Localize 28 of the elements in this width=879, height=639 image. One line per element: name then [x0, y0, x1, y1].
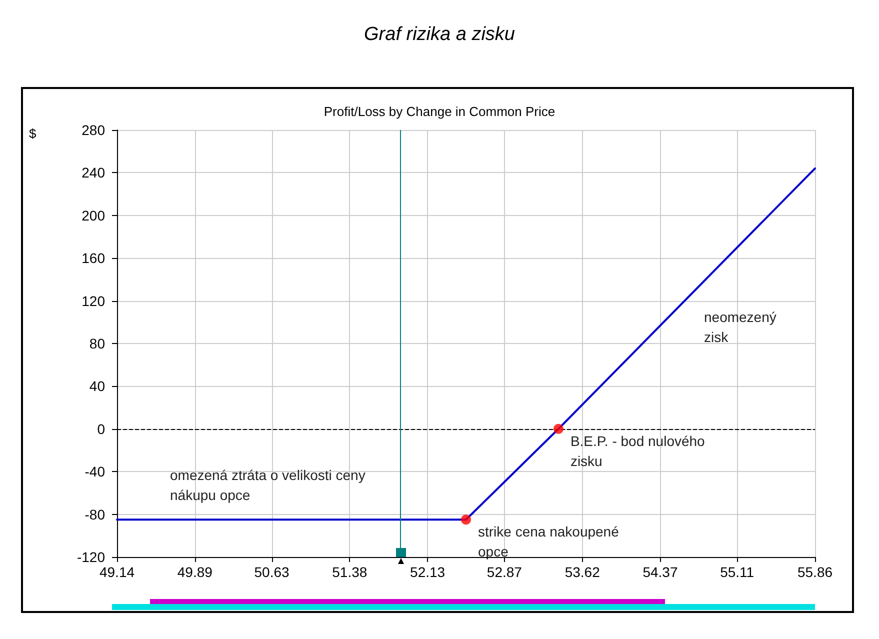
x-tick-label: 49.89: [177, 564, 213, 580]
y-tick-label: 0: [97, 420, 106, 437]
x-tick-label: 50.63: [254, 564, 290, 580]
annotation: B.E.P. - bod nulového zisku: [570, 432, 709, 469]
y-tick-label: 120: [82, 292, 106, 309]
annotation: neomezený zisk: [704, 309, 780, 345]
y-tick-label: 160: [82, 250, 106, 266]
y-tick-label: 80: [89, 336, 106, 352]
y-tick-label: 240: [82, 164, 106, 181]
x-tick-label: 52.13: [410, 564, 446, 580]
x-tick-label: 49.14: [99, 564, 135, 580]
y-tick-label: 200: [82, 207, 106, 224]
chart-title: Graf rizika a zisku: [364, 24, 516, 45]
annotation: omezená ztráta o velikosti ceny nákupu opce: [170, 467, 370, 503]
y-tick-label: 280: [82, 122, 106, 138]
x-tick-label: 55.11: [720, 564, 754, 580]
x-tick-label: 53.62: [564, 564, 600, 580]
x-tick-label: 52.87: [486, 564, 522, 580]
chart-subtitle: Profit/Loss by Change in Common Price: [324, 104, 556, 119]
y-tick-label: -40: [84, 464, 106, 480]
x-tick-label: 54.37: [642, 564, 678, 580]
y-tick-label: -80: [84, 506, 106, 522]
y-tick-label: -120: [76, 549, 106, 565]
y-axis-title: $: [29, 126, 37, 141]
y-tick-label: 40: [89, 378, 106, 394]
x-tick-label: 51.38: [332, 564, 368, 580]
x-tick-label: 55.86: [797, 564, 833, 580]
annotation: strike cena nakoupené opce: [478, 524, 623, 560]
